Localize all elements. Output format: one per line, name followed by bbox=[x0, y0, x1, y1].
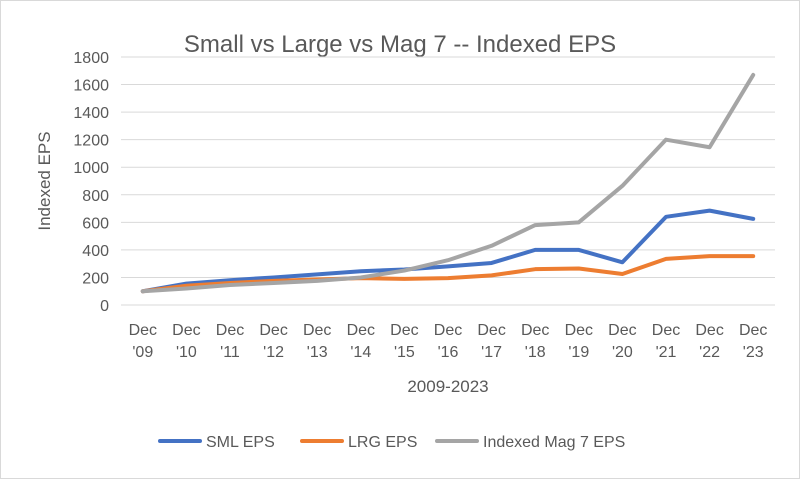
x-tick-label: '15 bbox=[394, 344, 415, 361]
x-tick-label: '10 bbox=[176, 344, 197, 361]
x-tick-label: Dec bbox=[303, 322, 331, 339]
x-tick-label: '22 bbox=[699, 344, 720, 361]
x-axis-label: 2009-2023 bbox=[407, 377, 488, 396]
x-tick-label: Dec bbox=[652, 322, 680, 339]
x-tick-label: '14 bbox=[350, 344, 371, 361]
legend-label: Indexed Mag 7 EPS bbox=[483, 434, 625, 451]
x-tick-label: Dec bbox=[521, 322, 549, 339]
x-tick-label: '11 bbox=[220, 344, 240, 361]
y-tick-label: 1000 bbox=[73, 160, 109, 177]
x-tick-label: '17 bbox=[481, 344, 502, 361]
y-tick-label: 400 bbox=[82, 243, 109, 260]
x-tick-label: Dec bbox=[390, 322, 418, 339]
x-tick-label: Dec bbox=[129, 322, 157, 339]
x-tick-label: Dec bbox=[434, 322, 462, 339]
x-tick-label: Dec bbox=[608, 322, 636, 339]
y-tick-label: 1600 bbox=[73, 78, 109, 95]
y-axis-label: Indexed EPS bbox=[35, 131, 54, 230]
legend-label: LRG EPS bbox=[348, 434, 417, 451]
y-tick-label: 0 bbox=[100, 298, 109, 315]
chart-title: Small vs Large vs Mag 7 -- Indexed EPS bbox=[184, 31, 616, 58]
x-tick-label: Dec bbox=[347, 322, 375, 339]
x-tick-label: '18 bbox=[525, 344, 546, 361]
x-tick-label: '19 bbox=[568, 344, 589, 361]
x-tick-label: Dec bbox=[739, 322, 767, 339]
x-tick-label: '20 bbox=[612, 344, 633, 361]
x-tick-label: '12 bbox=[263, 344, 284, 361]
y-tick-label: 200 bbox=[82, 270, 109, 287]
x-tick-label: Dec bbox=[695, 322, 723, 339]
y-tick-label: 1400 bbox=[73, 105, 109, 122]
x-tick-label: Dec bbox=[216, 322, 244, 339]
legend-label: SML EPS bbox=[206, 434, 275, 451]
x-tick-label: '13 bbox=[307, 344, 328, 361]
y-tick-label: 800 bbox=[82, 188, 109, 205]
x-tick-label: Dec bbox=[565, 322, 593, 339]
y-tick-label: 600 bbox=[82, 215, 109, 232]
y-tick-label: 1200 bbox=[73, 133, 109, 150]
x-tick-label: Dec bbox=[172, 322, 200, 339]
x-tick-label: '23 bbox=[743, 344, 764, 361]
x-tick-label: '09 bbox=[132, 344, 153, 361]
x-tick-label: Dec bbox=[477, 322, 505, 339]
x-tick-label: Dec bbox=[259, 322, 287, 339]
x-tick-label: '21 bbox=[656, 344, 677, 361]
y-tick-label: 1800 bbox=[73, 50, 109, 67]
x-tick-label: '16 bbox=[438, 344, 459, 361]
